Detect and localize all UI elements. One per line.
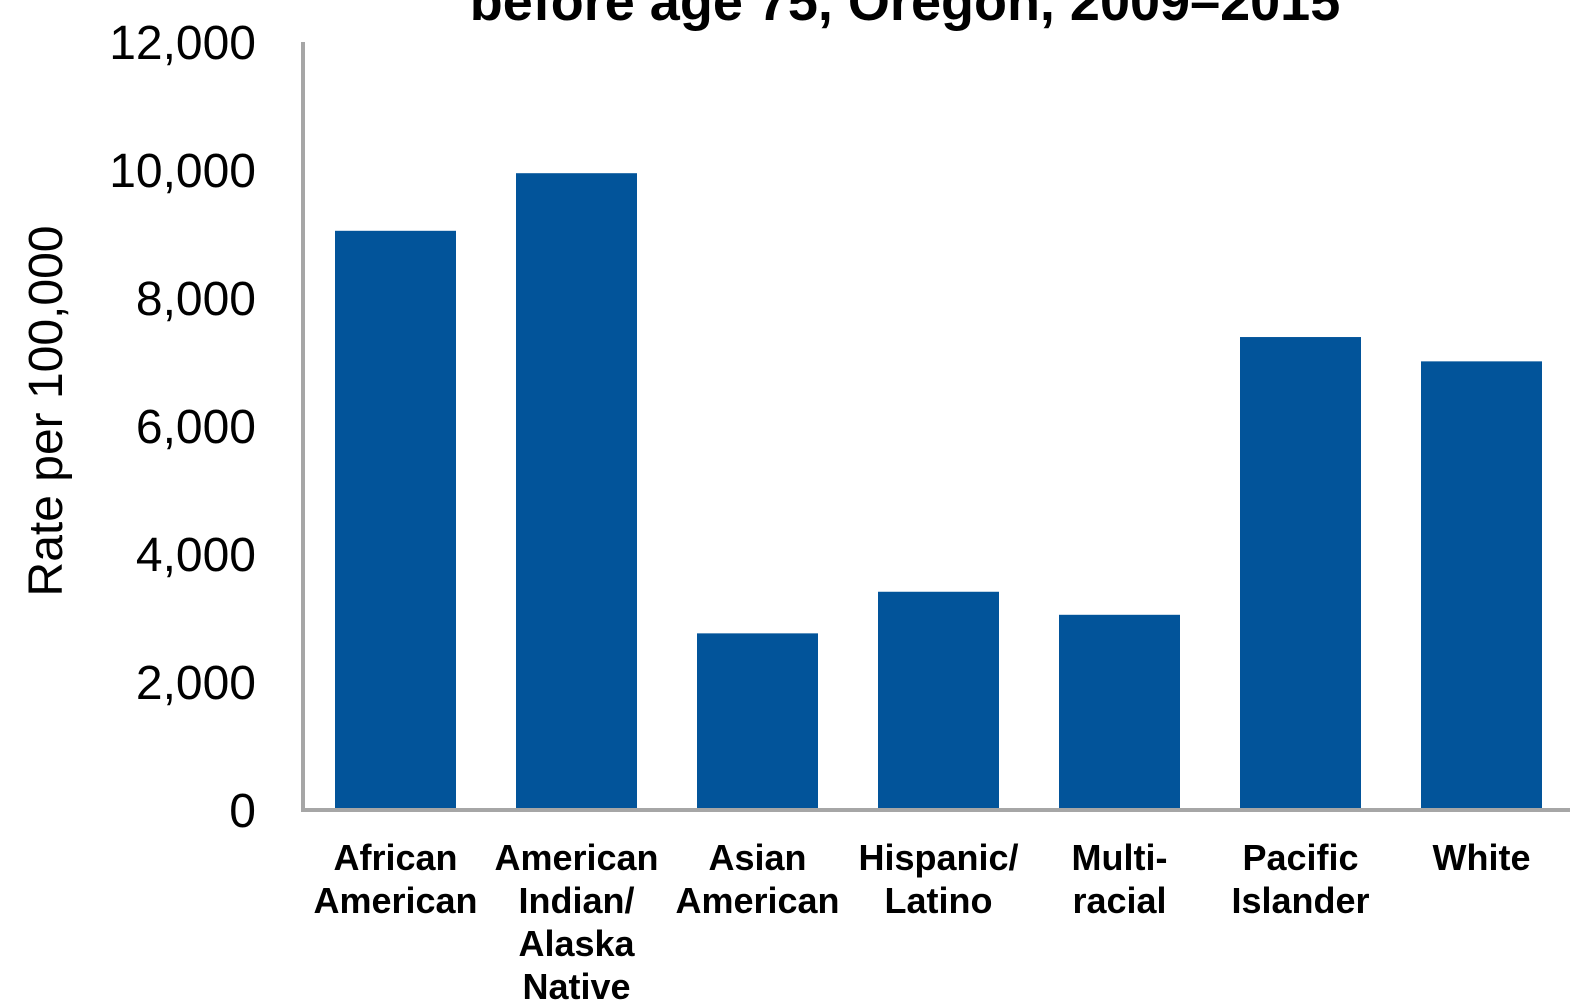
y-tick-label: 4,000 [136, 529, 256, 582]
y-tick-label: 10,000 [109, 145, 256, 198]
x-tick-label: American Indian/Alaska Native [494, 837, 658, 1002]
bar [516, 173, 637, 810]
x-tick-label: African American [313, 837, 477, 921]
bar [697, 633, 818, 810]
x-tick-label: Pacific Islander [1231, 837, 1369, 921]
y-tick-label: 12,000 [109, 17, 256, 70]
y-tick-label: 2,000 [136, 657, 256, 710]
bar [1240, 337, 1361, 810]
chart-title: before age 75, Oregon, 2009–2015 [470, 0, 1340, 32]
bar [335, 230, 456, 811]
y-tick-label: 0 [229, 785, 256, 838]
y-tick-label: 8,000 [136, 273, 256, 326]
bar [878, 591, 999, 810]
bars-group [335, 173, 1542, 811]
x-tick-label: White [1433, 837, 1531, 878]
y-tick-label: 6,000 [136, 401, 256, 454]
bar [1421, 361, 1542, 810]
x-tick-label: Multi-racial [1072, 837, 1168, 921]
x-tick-label: Hispanic/Latino [858, 837, 1018, 921]
y-axis-ticks: 0 2,000 4,000 6,000 8,000 10,000 12,000 [109, 17, 256, 838]
bar [1059, 614, 1180, 810]
y-axis-label: Rate per 100,000 [20, 226, 73, 597]
x-tick-label: Asian American [675, 837, 839, 921]
